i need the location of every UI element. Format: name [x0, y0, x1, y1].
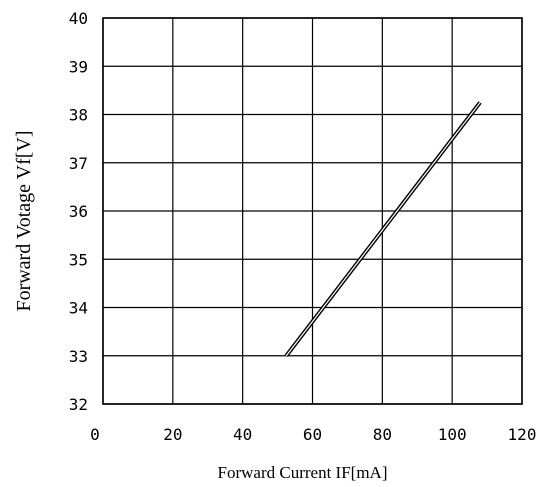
y-axis-title: Forward Votage Vf[V] [13, 130, 35, 311]
x-tick-label: 20 [163, 425, 182, 444]
y-tick-label: 40 [69, 9, 88, 28]
x-tick-label: 120 [508, 425, 537, 444]
y-tick-label: 32 [69, 395, 88, 414]
x-tick-label: 40 [233, 425, 252, 444]
y-tick-labels: 32 33 34 35 36 37 38 39 40 [69, 9, 88, 414]
x-tick-labels: 0 20 40 60 80 100 120 [90, 425, 536, 444]
y-tick-label: 34 [69, 299, 88, 318]
series-line-inner [285, 102, 481, 357]
y-tick-label: 35 [69, 250, 88, 269]
y-tick-label: 33 [69, 347, 88, 366]
x-tick-label: 100 [438, 425, 467, 444]
x-tick-label: 60 [303, 425, 322, 444]
series-layer [284, 101, 482, 357]
x-tick-label: 80 [373, 425, 392, 444]
plot-frame [102, 17, 523, 405]
x-tick-label: 0 [90, 425, 100, 444]
y-tick-label: 39 [69, 57, 88, 76]
y-tick-label: 38 [69, 106, 88, 125]
y-tick-label: 36 [69, 202, 88, 221]
y-tick-label: 37 [69, 154, 88, 173]
x-axis-title: Forward Current IF[mA] [218, 463, 388, 482]
